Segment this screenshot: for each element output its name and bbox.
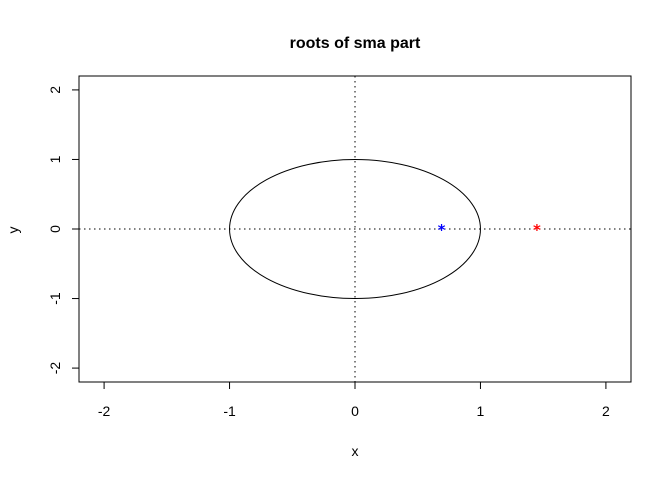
x-tick-label: -1 [223,403,236,419]
x-axis-label: x [352,443,359,459]
unit-circle [229,158,481,300]
x-tick-label: 1 [477,403,485,419]
root-point-2: * [533,221,541,239]
x-tick-label: -2 [98,403,111,419]
x-tick-label: 2 [602,403,610,419]
y-axis-label: y [5,227,21,234]
y-tick-label: -2 [47,362,63,375]
y-tick-label: 2 [47,86,63,94]
y-tick-label: 0 [47,225,63,233]
root-point-1: * [438,221,446,239]
y-tick-label: -1 [47,292,63,305]
chart-title: roots of sma part [290,35,421,52]
x-tick-label: 0 [351,403,359,419]
y-tick-label: 1 [47,155,63,163]
plot-area: -2 -1 0 1 2 -2 -1 0 1 2 * * [47,75,632,419]
